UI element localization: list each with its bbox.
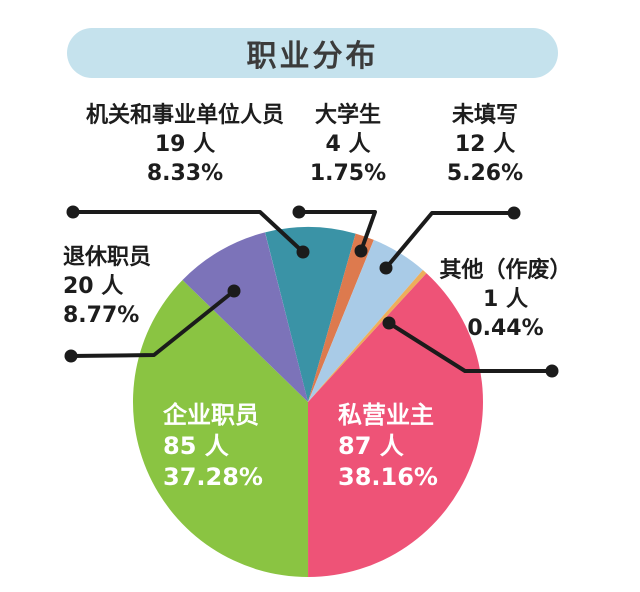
slice-label: 企业职员 bbox=[163, 401, 259, 429]
leader-dot bbox=[64, 349, 78, 363]
callout-other-void: 其他（作废） 1 人 0.44% bbox=[423, 256, 588, 343]
leader-dot bbox=[292, 205, 306, 219]
pie-slice-5 bbox=[132, 280, 309, 577]
chart-title: 职业分布 bbox=[246, 39, 379, 74]
slice-percent: 38.16% bbox=[338, 463, 438, 491]
callout-unfilled: 未填写 12 人 5.26% bbox=[425, 101, 545, 188]
leader-line bbox=[384, 211, 516, 270]
leader-line bbox=[387, 321, 554, 373]
slice-percent: 5.26% bbox=[446, 161, 524, 186]
leader-line bbox=[297, 210, 377, 253]
slice-label: 其他（作废） bbox=[439, 258, 572, 283]
callout-retired: 退休职员 20 人 8.77% bbox=[63, 243, 233, 330]
slice-percent: 8.33% bbox=[146, 161, 224, 186]
slice-percent: 8.77% bbox=[63, 303, 140, 328]
slice-percent: 1.75% bbox=[309, 161, 387, 186]
pie-slice-2 bbox=[308, 239, 423, 402]
pie-slice-1 bbox=[308, 233, 374, 402]
chart-title-pill: 职业分布 bbox=[67, 28, 558, 78]
leader-line bbox=[69, 289, 236, 358]
leader-line bbox=[71, 210, 305, 254]
leader-dot bbox=[379, 261, 393, 275]
pie-slice-3 bbox=[308, 269, 427, 402]
slice-count: 12 人 bbox=[454, 132, 516, 157]
slice-label: 退休职员 bbox=[63, 245, 152, 270]
leader-dot bbox=[382, 316, 396, 330]
slice-percent: 0.44% bbox=[467, 316, 544, 341]
leader-dot bbox=[507, 206, 521, 220]
slice-label: 私营业主 bbox=[338, 401, 434, 429]
slice-count: 19 人 bbox=[154, 132, 216, 157]
leader-dot bbox=[354, 244, 368, 258]
slice-count: 4 人 bbox=[325, 132, 371, 157]
label-enterprise: 企业职员 85 人 37.28% bbox=[163, 400, 343, 493]
slice-label: 机关和事业单位人员 bbox=[85, 103, 284, 128]
leader-dot bbox=[66, 205, 80, 219]
callout-student: 大学生 4 人 1.75% bbox=[288, 101, 408, 188]
leader-dot bbox=[545, 364, 559, 378]
label-private-owner: 私营业主 87 人 38.16% bbox=[338, 400, 518, 493]
slice-count: 1 人 bbox=[483, 287, 528, 312]
callout-government: 机关和事业单位人员 19 人 8.33% bbox=[55, 101, 315, 188]
leader-dot bbox=[227, 284, 241, 298]
slice-count: 20 人 bbox=[63, 274, 124, 299]
slice-percent: 37.28% bbox=[163, 463, 263, 491]
pie-slice-6 bbox=[182, 232, 308, 402]
slice-label: 未填写 bbox=[451, 103, 518, 128]
pie-slice-4 bbox=[308, 273, 483, 577]
leader-dot bbox=[296, 245, 310, 259]
slice-count: 85 人 bbox=[163, 432, 229, 460]
pie-slice-0 bbox=[265, 227, 356, 402]
slice-count: 87 人 bbox=[338, 432, 404, 460]
slice-label: 大学生 bbox=[314, 103, 381, 128]
